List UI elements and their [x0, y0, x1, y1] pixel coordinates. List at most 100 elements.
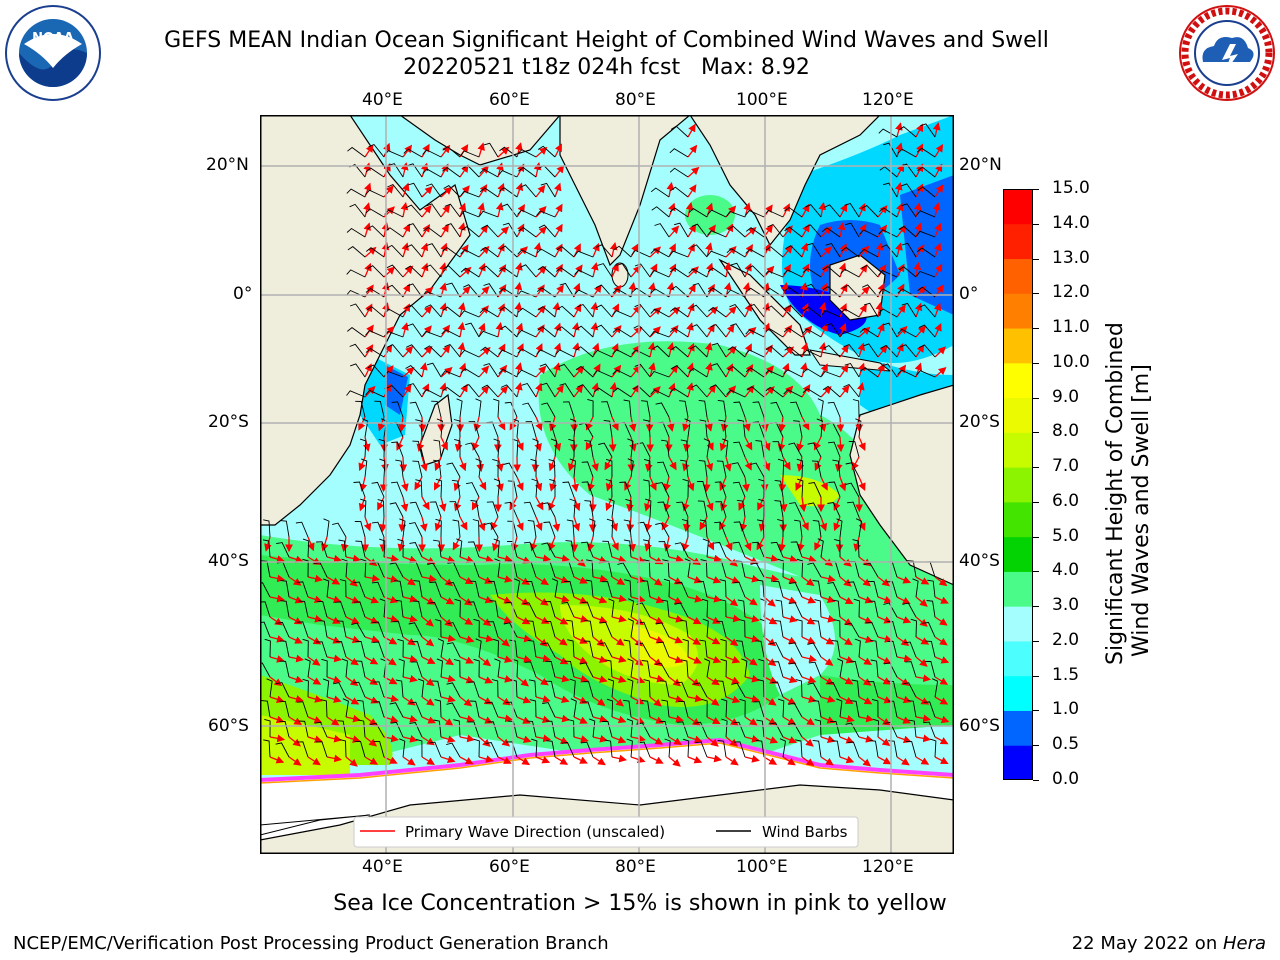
wave-direction-arrow: [363, 516, 372, 532]
colorbar-segment: [1003, 223, 1033, 260]
wind-barb: [350, 363, 366, 378]
wind-barb: [405, 304, 423, 318]
wind-barb: [280, 520, 290, 538]
wind-barb: [711, 363, 727, 378]
wave-direction-arrow: [934, 656, 950, 664]
wave-direction-arrow: [364, 385, 376, 398]
wind-barb: [581, 481, 594, 498]
lon-tick-top-40e: 40°E: [362, 90, 403, 110]
wave-direction-arrow: [611, 576, 626, 585]
wave-direction-arrow: [757, 496, 765, 511]
colorbar-tick-label: 4.0: [1052, 560, 1080, 581]
wave-direction-arrow: [477, 142, 485, 158]
wave-direction-arrow: [801, 596, 817, 604]
wind-barb: [624, 579, 632, 598]
wind-barb: [467, 601, 480, 618]
wind-barb: [736, 499, 746, 518]
lon-tick-top-120e: 120°E: [862, 90, 914, 110]
wave-direction-arrow: [782, 245, 793, 258]
wind-barb: [605, 458, 613, 478]
wind-barb: [897, 148, 917, 158]
colorbar-tick-mark: [1033, 780, 1039, 781]
wave-direction-arrow: [288, 654, 304, 663]
wave-direction-arrow: [478, 656, 492, 667]
wind-barb: [334, 601, 347, 618]
wave-direction-arrow: [516, 676, 530, 687]
wave-direction-arrow: [801, 516, 809, 531]
wind-barb: [593, 387, 613, 398]
wind-barb: [569, 498, 576, 518]
wave-direction-arrow: [452, 536, 461, 551]
wind-barb: [794, 519, 803, 538]
wind-barb: [483, 142, 499, 158]
wind-barb: [720, 638, 727, 658]
colorbar-tick-mark: [1033, 536, 1039, 538]
wind-barb: [637, 621, 651, 638]
wind-barb: [803, 306, 822, 318]
wave-direction-arrow: [858, 576, 872, 587]
wave-direction-arrow: [628, 416, 637, 432]
colorbar-tick-label: 15.0: [1052, 178, 1090, 198]
wave-direction-arrow: [573, 365, 585, 378]
wave-direction-arrow: [515, 382, 523, 398]
wind-barb: [353, 481, 366, 498]
wind-barb: [682, 638, 689, 658]
wind-barb: [469, 580, 480, 598]
wind-barb: [374, 400, 385, 418]
wave-direction-arrow: [269, 555, 285, 563]
wind-barb: [536, 287, 556, 298]
wind-barb: [887, 640, 898, 658]
wave-direction-arrow: [932, 122, 941, 138]
colorbar-tick-label: 3.0: [1052, 595, 1080, 616]
wave-direction-arrow: [877, 635, 893, 643]
wind-barb: [861, 205, 879, 218]
wind-barb: [827, 501, 841, 518]
wind-barb: [699, 639, 708, 658]
wave-direction-arrow: [681, 536, 690, 552]
wave-direction-arrow: [535, 184, 546, 198]
wave-direction-arrow: [515, 262, 523, 278]
wind-barb: [752, 541, 765, 558]
wind-barb: [361, 458, 368, 478]
wave-direction-arrow: [725, 385, 737, 398]
wind-barb: [565, 540, 575, 558]
wave-direction-arrow: [516, 436, 524, 451]
wind-barb: [422, 389, 442, 398]
wind-barb: [602, 540, 613, 558]
wind-barb: [479, 187, 499, 198]
wind-barb: [745, 287, 765, 298]
wave-direction-arrow: [534, 476, 543, 492]
wave-direction-arrow: [440, 616, 453, 627]
wave-direction-arrow: [877, 576, 891, 587]
wave-direction-arrow: [478, 476, 487, 491]
wind-barb: [391, 401, 404, 418]
wind-barb: [811, 460, 822, 478]
wave-direction-arrow: [820, 363, 828, 378]
wind-barb: [514, 578, 521, 598]
wind-barb: [766, 305, 784, 318]
wind-barb: [593, 369, 613, 378]
wind-barb: [404, 265, 423, 278]
wave-direction-arrow: [796, 536, 805, 553]
wave-direction-arrow: [401, 322, 409, 338]
wind-barb: [493, 478, 501, 498]
wave-direction-arrow: [915, 636, 930, 645]
wind-barb: [701, 598, 709, 618]
wind-barb: [264, 638, 271, 658]
wave-direction-arrow: [572, 516, 581, 532]
wind-barb: [680, 459, 689, 478]
wave-direction-arrow: [782, 456, 791, 471]
wind-barb: [878, 229, 898, 238]
wave-direction-arrow: [438, 496, 447, 512]
wave-direction-arrow: [592, 574, 608, 583]
wave-direction-arrow: [307, 536, 315, 552]
wave-direction-arrow: [288, 675, 304, 684]
wave-direction-arrow: [744, 263, 752, 278]
wind-barb: [480, 346, 499, 358]
wave-direction-arrow: [497, 575, 513, 583]
wave-direction-arrow: [362, 436, 371, 452]
wave-direction-arrow: [592, 596, 608, 604]
wave-direction-arrow: [649, 576, 663, 586]
wind-barb: [900, 344, 917, 358]
wave-direction-arrow: [440, 324, 451, 338]
